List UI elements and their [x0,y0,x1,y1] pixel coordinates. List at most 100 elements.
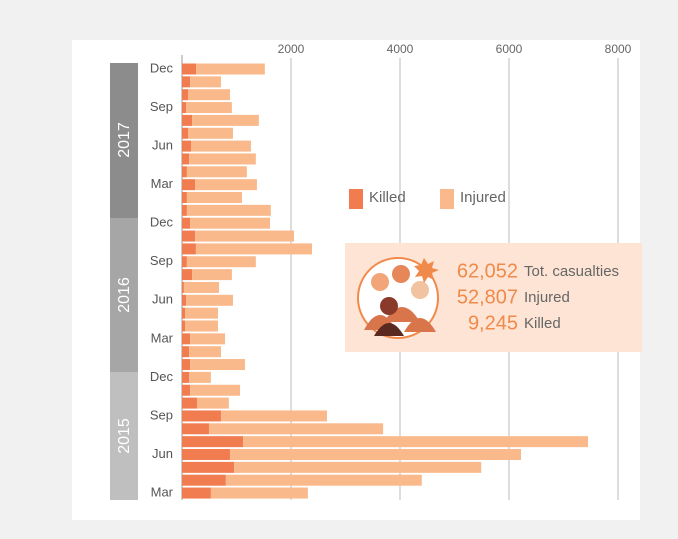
summary-label: Killed [524,315,561,332]
x-tick-label: 6000 [496,42,523,56]
year-label: 2017 [116,122,133,158]
year-label: 2016 [116,277,133,313]
bar [190,217,271,229]
y-tick-label: Jun [152,292,173,307]
bar [182,140,191,152]
legend-label: Injured [460,189,506,206]
y-tick-label: Dec [150,369,174,384]
bar [182,256,187,268]
bar [182,371,190,383]
bar [186,192,242,203]
bar [190,140,251,152]
bar [190,76,221,88]
y-tick-label: Mar [151,484,174,499]
bar [182,153,190,165]
y-tick-label: Sep [150,99,173,114]
bar [182,243,196,255]
summary-value: 9,245 [468,312,518,334]
bar [220,410,327,422]
bar [182,63,197,75]
bar [182,384,191,396]
bar [182,102,187,114]
bar [234,461,482,473]
summary-value: 62,052 [457,260,518,282]
summary-label: Injured [524,289,570,306]
bar [189,346,221,358]
bar [189,153,256,165]
bar [225,474,422,486]
y-tick-label: Mar [151,330,174,345]
bar [189,371,211,383]
bar [182,294,187,306]
bar [243,436,589,448]
bar [182,192,187,203]
bar [182,461,235,473]
bar [182,410,221,422]
bar [190,333,226,345]
summary-label: Tot. casualties [524,263,619,280]
bar [182,76,191,88]
bar [182,230,196,242]
year-label: 2015 [116,418,133,454]
y-tick-label: Dec [150,215,174,230]
bar [183,281,220,293]
bar [182,436,244,448]
bar [182,346,190,358]
bar [182,179,196,191]
bar [182,89,188,101]
bar [195,243,312,255]
bar [182,487,211,499]
legend-label: Killed [369,189,406,206]
bar [182,397,197,409]
bar [186,256,256,268]
y-tick-label: Jun [152,446,173,461]
bar [184,307,218,319]
bar [195,230,294,242]
bar [229,449,521,460]
legend-swatch [440,189,454,209]
bar [182,281,184,293]
bar [182,127,188,139]
bar [182,423,209,435]
bar [192,269,232,281]
x-tick-label: 4000 [387,42,414,56]
summary-value: 52,807 [457,286,518,308]
y-tick-label: Jun [152,138,173,153]
y-tick-label: Dec [150,60,174,75]
bar [182,204,187,216]
bar [182,114,193,126]
bar [196,397,229,409]
x-tick-label: 8000 [605,42,632,56]
legend-swatch [349,189,363,209]
bar [187,89,230,101]
bar [195,179,257,191]
bar [208,423,384,435]
bar [196,63,265,75]
bar [182,320,185,332]
bar [186,204,271,216]
x-tick-label: 2000 [278,42,305,56]
bar [187,127,233,139]
bar [190,359,245,371]
bar [182,307,185,319]
bar [182,474,226,486]
bar [186,166,247,178]
year-band [110,63,138,218]
bar [190,384,241,396]
bar [182,217,191,229]
bar [182,166,187,178]
bar [186,102,232,114]
bar [192,114,259,126]
icon [357,257,439,339]
bar [186,294,233,306]
year-band [110,372,138,500]
bar [184,320,218,332]
bar [182,269,193,281]
bar [182,449,230,460]
year-band [110,218,138,372]
y-tick-label: Sep [150,253,173,268]
y-tick-label: Mar [151,176,174,191]
y-tick-label: Sep [150,407,173,422]
bar [182,333,191,345]
